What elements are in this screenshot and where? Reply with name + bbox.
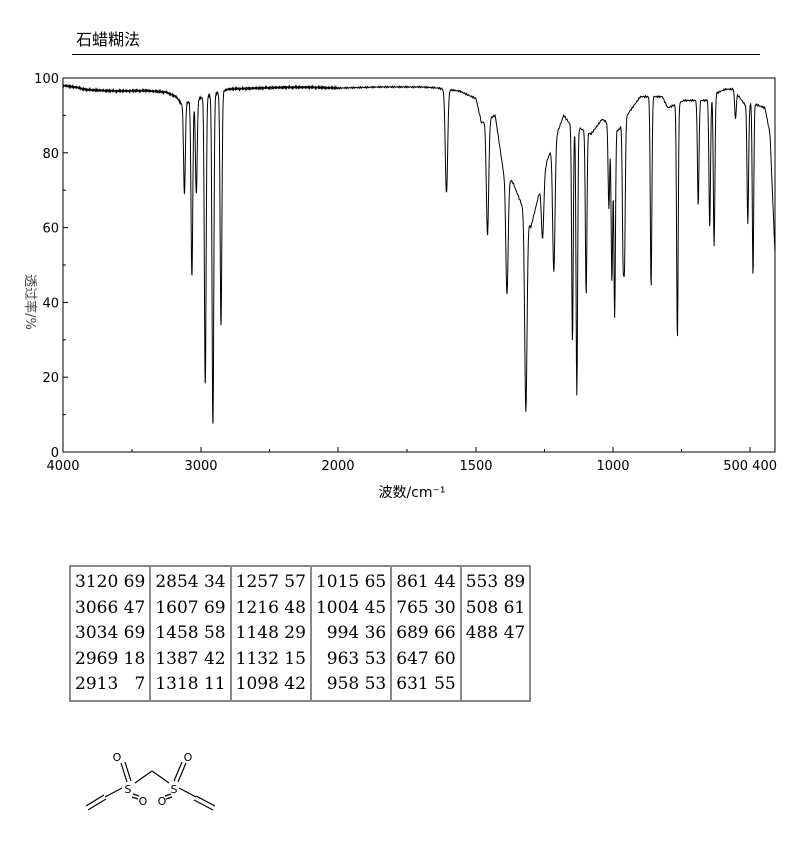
peak-entry: 647 60	[396, 648, 456, 669]
peak-table: 3120 69 3066 47 3034 69 2969 18 2913 7 2854 3…	[69, 565, 532, 702]
bond	[104, 787, 123, 798]
peak-entry: 1458 58	[155, 623, 226, 643]
y-tick-label: 40	[42, 296, 59, 311]
x-tick-label: 2000	[321, 459, 354, 474]
peak-table-row: 3120 69 3066 47 3034 69 2969 18 2913 7 2854 3…	[70, 566, 531, 701]
chart-axes	[62, 77, 776, 453]
bond	[151, 770, 170, 784]
x-tick-label: 1000	[596, 459, 629, 474]
bond	[193, 799, 214, 811]
atom-sulfur: S	[171, 783, 178, 796]
bond	[173, 761, 183, 782]
peak-entry: 1607 69	[155, 597, 226, 618]
structure-bonds	[85, 761, 216, 811]
peak-entry: 1004 45	[315, 597, 387, 618]
y-tick-label: 0	[51, 446, 59, 461]
peak-table-column: 861 44 765 30 689 66 647 60 631 55	[391, 566, 461, 701]
atom-oxygen: O	[139, 795, 148, 808]
y-tick-label: 20	[42, 371, 59, 386]
peak-entry: 2913 7	[75, 674, 146, 694]
y-tick-label: 100	[34, 72, 59, 87]
plot-frame	[62, 77, 776, 453]
peak-entry: 958 53	[315, 674, 387, 694]
peak-entry: 3034 69	[75, 623, 146, 643]
x-tick-label: 4000	[46, 459, 79, 474]
bond	[165, 796, 173, 800]
bond	[195, 795, 216, 807]
peak-entry: 1387 42	[155, 648, 226, 669]
x-tick-label: 500 400	[723, 459, 777, 474]
bond	[124, 761, 132, 782]
peak-entry: 631 55	[396, 674, 456, 694]
peak-entry: 3120 69	[75, 572, 146, 592]
atom-oxygen: O	[113, 751, 122, 764]
method-label: 石蜡糊法	[76, 30, 141, 49]
peak-entry: 1098 42	[235, 674, 306, 694]
y-tick-label: 80	[42, 147, 59, 162]
x-tick-label: 3000	[184, 459, 217, 474]
atom-oxygen: O	[158, 795, 167, 808]
peak-entry: 1132 15	[235, 648, 306, 669]
peak-entry: 553 89	[465, 572, 526, 592]
bond	[87, 798, 107, 811]
peak-table-column: 1015 65 1004 45 994 36 963 53 958 53	[310, 566, 392, 701]
peak-entry: 1318 11	[155, 674, 226, 694]
peak-entry: 1216 48	[235, 597, 306, 618]
y-axis-label: 透过率/%	[22, 274, 38, 330]
chart-ticks: 0 20 40 60 80 100 4000 3000 2000 1500 1000 500 400	[34, 72, 777, 474]
peak-table-column: 3120 69 3066 47 3034 69 2969 18 2913 7	[70, 566, 151, 701]
bond	[85, 794, 105, 807]
bond	[177, 762, 187, 783]
bond	[134, 770, 153, 784]
peak-table-column: 2854 34 1607 69 1458 58 1387 42 1318 11	[150, 566, 231, 701]
peak-entry: 1148 29	[235, 623, 306, 643]
atom-oxygen: O	[184, 751, 193, 764]
peak-entry: 994 36	[315, 623, 387, 643]
peak-entry: 861 44	[396, 572, 456, 592]
header-rule	[72, 54, 760, 55]
bond	[178, 787, 197, 798]
peak-table-column: 1257 57 1216 48 1148 29 1132 15 1098 42	[230, 566, 311, 701]
y-tick-label: 60	[42, 222, 59, 237]
peak-entry: 2854 34	[155, 572, 226, 592]
peak-entry: 1015 65	[315, 572, 387, 592]
x-tick-label: 1500	[459, 459, 492, 474]
peak-entry: 689 66	[396, 623, 456, 643]
bond	[120, 762, 128, 783]
peak-entry: 765 30	[396, 597, 456, 618]
bond	[164, 793, 172, 797]
peak-entry: 963 53	[315, 648, 387, 669]
peak-entry: 508 61	[465, 597, 526, 618]
bond	[132, 793, 140, 797]
peak-entry: 2969 18	[75, 648, 146, 669]
spectrum-line	[62, 83, 776, 424]
bond	[131, 796, 139, 800]
peak-entry: 3066 47	[75, 597, 146, 618]
x-axis-label: 波数/cm⁻¹	[378, 485, 445, 501]
peak-entry: 1257 57	[235, 572, 306, 592]
peak-entry: 488 47	[465, 623, 526, 643]
atom-sulfur: S	[125, 783, 132, 796]
peak-table-column: 553 89 508 61 488 47	[460, 566, 531, 701]
chemical-structure: S S O O O O	[85, 751, 216, 811]
